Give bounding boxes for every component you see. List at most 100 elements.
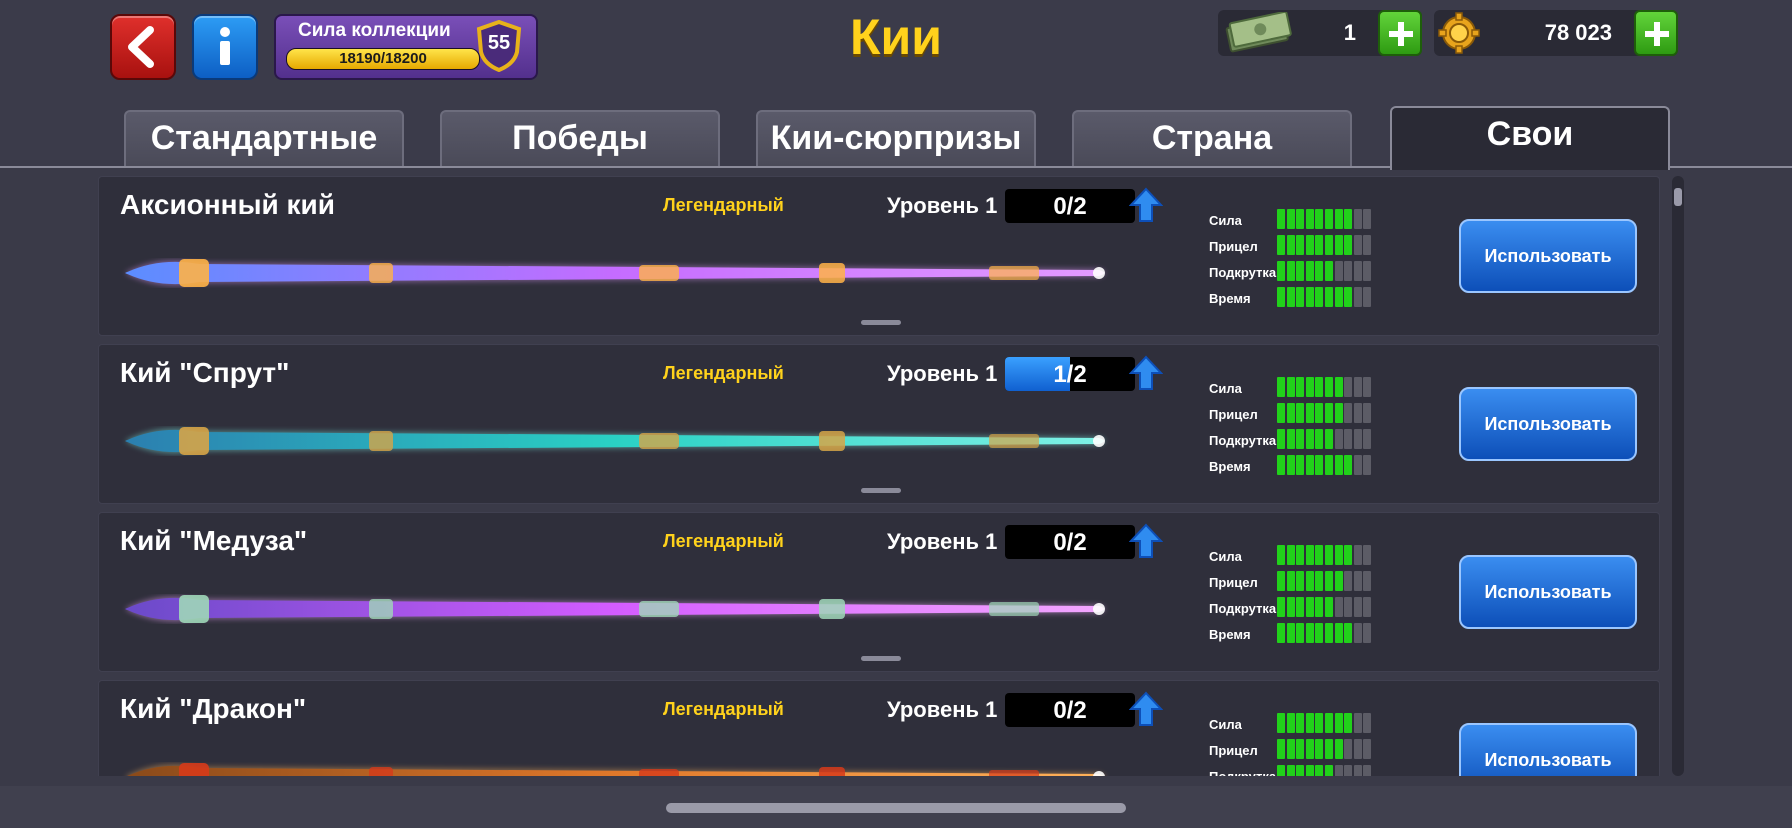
upgrade-progress-value: 1/2 [1053, 361, 1087, 388]
upgrade-arrow-icon[interactable] [1129, 355, 1163, 391]
stat-segment [1286, 713, 1295, 733]
stat-segment [1296, 765, 1305, 776]
stat-label: Подкрутка [1209, 433, 1277, 448]
stat-segment [1315, 287, 1324, 307]
stat-segment [1277, 765, 1285, 776]
drag-handle[interactable] [861, 320, 901, 325]
stat-segment [1315, 403, 1324, 423]
tab-surprise[interactable]: Кии-сюрпризы [756, 110, 1036, 166]
coin-icon [1438, 12, 1480, 54]
stat-segment [1344, 713, 1353, 733]
stat-segment [1363, 623, 1372, 643]
stat-segment [1286, 739, 1295, 759]
stat-bar [1277, 209, 1373, 229]
cue-card[interactable]: Кий "Спрут" Легендарный Уровень 1 1/2 [98, 344, 1660, 504]
stat-segment [1363, 209, 1372, 229]
stat-segment [1315, 429, 1324, 449]
use-cue-button[interactable]: Использовать [1459, 387, 1637, 461]
stat-segment [1344, 209, 1353, 229]
stat-segment [1363, 287, 1372, 307]
stat-segment [1315, 377, 1324, 397]
add-cash-button[interactable] [1378, 10, 1422, 56]
use-cue-button[interactable]: Использовать [1459, 555, 1637, 629]
tab-standard[interactable]: Стандартные [124, 110, 404, 166]
stat-segment [1363, 455, 1372, 475]
upgrade-progress: 1/2 [1005, 357, 1135, 391]
cash-icon [1225, 12, 1292, 53]
stat-segment [1286, 545, 1295, 565]
stat-segment [1334, 261, 1343, 281]
stat-label: Подкрутка [1209, 601, 1277, 616]
cue-card[interactable]: Кий "Дракон" Легендарный Уровень 1 0/2 [98, 680, 1660, 776]
stat-segment [1334, 455, 1343, 475]
stat-segment [1277, 209, 1285, 229]
stat-segment [1353, 545, 1362, 565]
stat-segment [1296, 455, 1305, 475]
stat-segment [1315, 739, 1324, 759]
stat-segment [1315, 571, 1324, 591]
stat-segment [1334, 571, 1343, 591]
drag-handle[interactable] [861, 488, 901, 493]
stat-segment [1325, 545, 1333, 565]
stat-segment [1296, 377, 1305, 397]
coins-counter: 78 023 [1434, 10, 1678, 56]
stat-segment [1305, 765, 1314, 776]
upgrade-arrow-icon[interactable] [1129, 523, 1163, 559]
cash-counter: 1 [1218, 10, 1422, 56]
stat-segment [1296, 739, 1305, 759]
cue-card[interactable]: Кий "Медуза" Легендарный Уровень 1 0/2 [98, 512, 1660, 672]
stat-segment [1353, 261, 1362, 281]
scrollbar-thumb[interactable] [1674, 188, 1682, 206]
stat-segment [1296, 623, 1305, 643]
stat-segment [1325, 209, 1333, 229]
list-scrollbar[interactable] [1672, 176, 1684, 776]
stat-segment [1363, 713, 1372, 733]
stat-segment [1334, 209, 1343, 229]
stat-segment [1305, 597, 1314, 617]
stat-segment [1296, 403, 1305, 423]
home-indicator[interactable] [666, 803, 1126, 813]
upgrade-arrow-icon[interactable] [1129, 187, 1163, 223]
stat-segment [1334, 739, 1343, 759]
stat-segment [1286, 429, 1295, 449]
stat-segment [1353, 455, 1362, 475]
upgrade-arrow-icon[interactable] [1129, 691, 1163, 727]
stat-segment [1305, 571, 1314, 591]
stat-segment [1334, 545, 1343, 565]
back-button[interactable] [110, 14, 176, 80]
stat-segment [1325, 571, 1333, 591]
stat-segment [1334, 287, 1343, 307]
info-button[interactable] [192, 14, 258, 80]
back-arrow-icon [128, 26, 154, 68]
collection-power-panel[interactable]: Сила коллекции 18190/18200 55 [274, 14, 538, 80]
stat-label: Прицел [1209, 239, 1258, 254]
stat-segment [1286, 597, 1295, 617]
stat-segment [1325, 403, 1333, 423]
use-cue-button[interactable]: Использовать [1459, 723, 1637, 776]
tab-victories[interactable]: Победы [440, 110, 720, 166]
stat-segment [1353, 209, 1362, 229]
stat-segment [1344, 571, 1353, 591]
stat-segment [1353, 571, 1362, 591]
stat-bar [1277, 429, 1373, 449]
stat-bar [1277, 455, 1373, 475]
stat-bar [1277, 403, 1373, 423]
add-coins-button[interactable] [1634, 10, 1678, 56]
stat-segment [1315, 623, 1324, 643]
collection-progress-value: 18190/18200 [339, 50, 427, 67]
stat-segment [1277, 571, 1285, 591]
stat-label: Подкрутка [1209, 265, 1277, 280]
stat-segment [1277, 377, 1285, 397]
stat-segment [1296, 713, 1305, 733]
stat-bar [1277, 571, 1373, 591]
use-cue-button[interactable]: Использовать [1459, 219, 1637, 293]
cue-card[interactable]: Аксионный кий Легендарный Уровень 1 0/2 [98, 176, 1660, 336]
stat-segment [1315, 713, 1324, 733]
stat-segment [1334, 623, 1343, 643]
collection-level: 55 [487, 32, 511, 54]
tab-country[interactable]: Страна [1072, 110, 1352, 166]
tab-own[interactable]: Свои [1390, 106, 1670, 170]
drag-handle[interactable] [861, 656, 901, 661]
stat-segment [1344, 765, 1353, 776]
cue-list[interactable]: Аксионный кий Легендарный Уровень 1 0/2 [98, 176, 1660, 776]
